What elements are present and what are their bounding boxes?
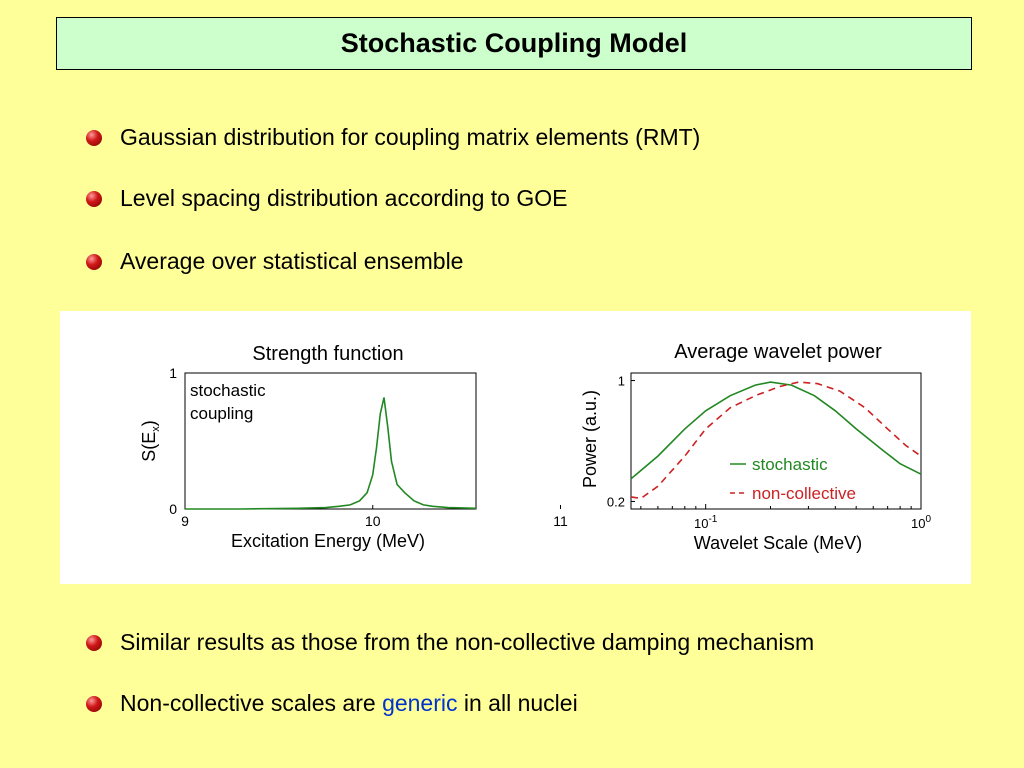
- chart1-y-tick-label: 0: [169, 501, 177, 517]
- slide-title: Stochastic Coupling Model: [56, 17, 972, 70]
- chart1-annotation-line2: coupling: [190, 404, 253, 423]
- bullet-item: Gaussian distribution for coupling matri…: [86, 124, 700, 151]
- bullet-ball-icon: [86, 634, 102, 651]
- bullet-ball-icon: [86, 695, 102, 712]
- bullet-text-part: Similar results as those from the non-co…: [120, 629, 815, 655]
- bullet-text: Level spacing distribution according to …: [120, 185, 568, 211]
- figure-panel: Strength function stochastic coupling 0 1…: [60, 311, 971, 584]
- chart1-frame: [184, 372, 477, 510]
- chart2-series-line-stochastic: [630, 381, 922, 480]
- bullet-text: Average over statistical ensemble: [120, 248, 464, 274]
- charts-svg: Strength function stochastic coupling 0 1…: [139, 341, 931, 553]
- chart2-series-line-non-collective: [630, 381, 922, 500]
- chart2-y-tick-label: 1: [618, 374, 625, 389]
- chart1-xlabel: Excitation Energy (MeV): [231, 531, 425, 551]
- chart1-ylabel: S(Ex): [139, 420, 162, 462]
- chart2-y-tick-label: 0.2: [607, 494, 625, 509]
- legend-stochastic-label: stochastic: [752, 455, 828, 474]
- chart1-x-tick-label: 9: [181, 513, 189, 529]
- bullet-ball-icon: [86, 253, 102, 270]
- chart1-x-tick-label: 10: [365, 513, 381, 529]
- bullet-ball-icon: [86, 129, 102, 146]
- chart2-x-tick-label: 10-1: [694, 514, 718, 531]
- bullet-item: Level spacing distribution according to …: [86, 185, 567, 212]
- chart1-ylabel-main: S(E: [139, 432, 159, 462]
- chart2-xlabel: Wavelet Scale (MeV): [694, 533, 862, 553]
- bullet-item: Non-collective scales are generic in all…: [86, 690, 578, 717]
- chart1-y-tick-label: 1: [169, 365, 177, 381]
- chart2-legend: stochastic non-collective: [730, 455, 856, 503]
- bullet-item: Average over statistical ensemble: [86, 248, 463, 275]
- chart2-title: Average wavelet power: [674, 341, 882, 363]
- bullet-text: Non-collective scales are generic in all…: [120, 690, 578, 717]
- bullet-text: Similar results as those from the non-co…: [120, 629, 814, 656]
- legend-non-collective-label: non-collective: [752, 484, 856, 503]
- chart1-title: Strength function: [252, 343, 403, 365]
- bullet-ball-icon: [86, 190, 102, 207]
- bullet-item: Similar results as those from the non-co…: [86, 629, 814, 656]
- chart1-ylabel-sub: x: [150, 426, 162, 432]
- bullet-text-part: Non-collective scales are: [120, 690, 383, 716]
- chart1-annotation-line1: stochastic: [190, 381, 266, 400]
- chart2-ylabel: Power (a.u.): [580, 390, 600, 488]
- chart1-ylabel-end: ): [139, 420, 159, 426]
- bullet-text: Gaussian distribution for coupling matri…: [120, 124, 701, 150]
- chart2-x-tick-label: 100: [911, 514, 931, 531]
- highlight-generic: generic: [382, 690, 458, 716]
- bullet-text-part: in all nuclei: [457, 690, 578, 716]
- chart1-series-line: [185, 397, 477, 510]
- chart2-frame: [630, 372, 922, 510]
- chart1-x-tick-label: 11: [553, 513, 568, 529]
